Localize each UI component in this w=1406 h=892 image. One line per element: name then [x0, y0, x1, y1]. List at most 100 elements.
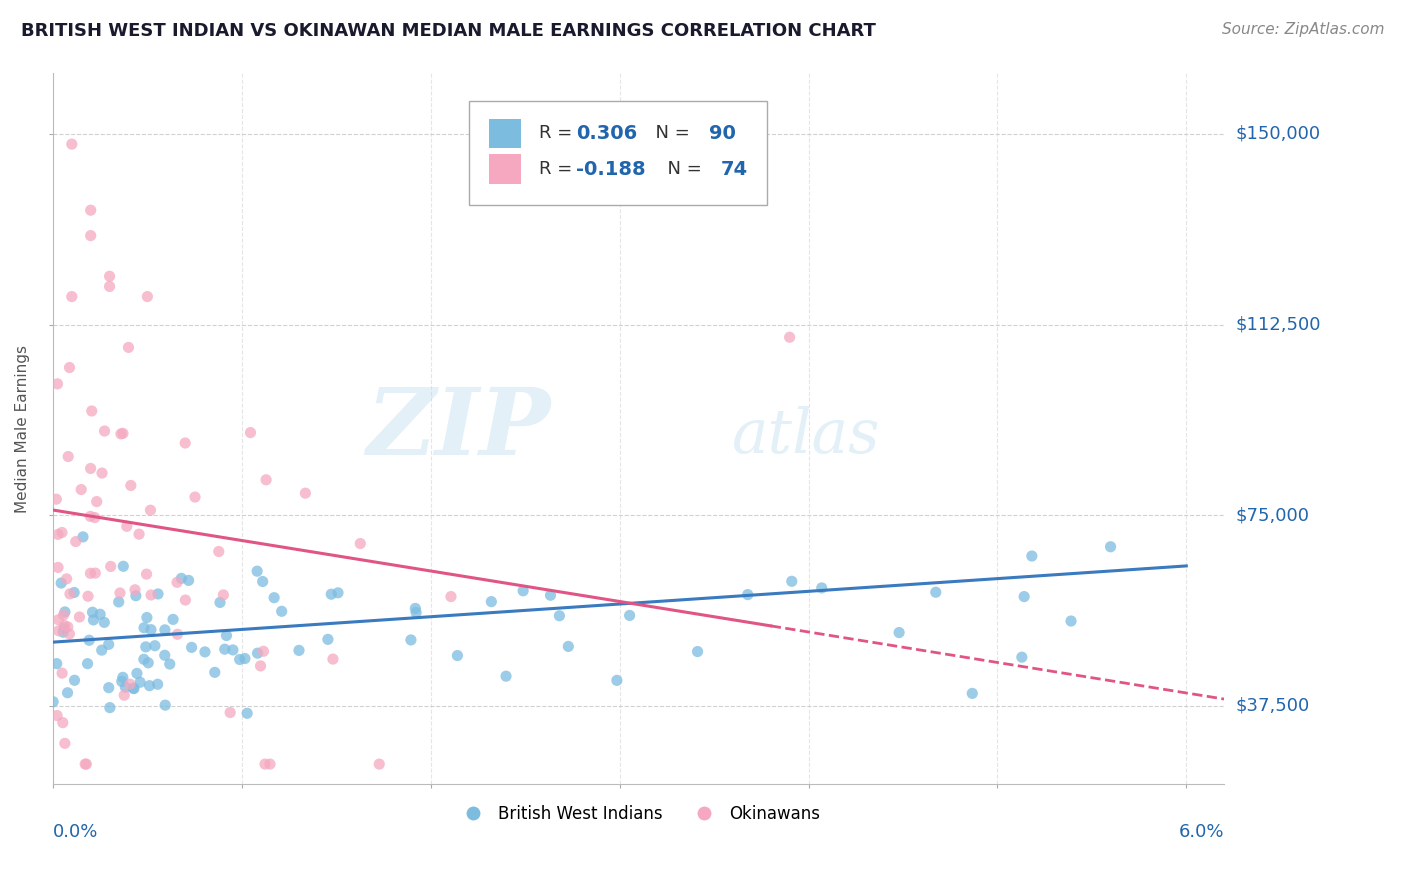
Point: [810, 581, 832, 595]
Point: [146, 587, 169, 601]
Point: [111, 426, 134, 441]
Point: [737, 588, 759, 602]
Point: [619, 608, 641, 623]
Point: [75, 757, 97, 772]
Point: [114, 680, 136, 694]
Point: [79, 509, 101, 524]
Point: [79, 461, 101, 475]
Point: [326, 586, 349, 600]
Point: [108, 586, 131, 600]
Point: [249, 659, 271, 673]
Point: [180, 640, 202, 655]
Point: [46, 708, 69, 723]
Point: [321, 587, 343, 601]
Point: [53, 621, 76, 635]
Text: atlas: atlas: [733, 406, 880, 466]
Point: [399, 632, 422, 647]
Point: [129, 675, 152, 690]
Point: [70, 483, 93, 497]
Point: [1021, 549, 1043, 563]
Point: [97, 637, 120, 651]
Point: [56, 686, 79, 700]
Point: [65, 534, 87, 549]
Point: [56, 450, 79, 464]
Point: [184, 490, 207, 504]
Point: [52, 607, 75, 622]
Point: [53, 736, 76, 750]
Point: [512, 583, 534, 598]
Point: [143, 639, 166, 653]
Point: [540, 588, 562, 602]
Point: [153, 648, 176, 663]
Point: [118, 677, 141, 691]
Point: [146, 677, 169, 691]
Point: [212, 588, 235, 602]
Point: [294, 486, 316, 500]
Point: [46, 527, 69, 541]
Text: 0.0%: 0.0%: [53, 823, 98, 841]
Point: [48, 613, 70, 627]
Point: [962, 686, 984, 700]
Point: [93, 424, 115, 438]
Point: [215, 628, 238, 642]
Point: [349, 536, 371, 550]
Point: [132, 652, 155, 666]
Point: [1012, 590, 1035, 604]
Point: [51, 576, 73, 591]
Point: [233, 651, 256, 665]
Point: [780, 574, 803, 589]
Point: [115, 519, 138, 533]
Point: [214, 642, 236, 657]
Point: [686, 644, 709, 658]
Point: [259, 757, 281, 772]
Point: [48, 624, 70, 638]
Point: [132, 621, 155, 635]
Point: [166, 627, 188, 641]
Point: [45, 657, 67, 671]
Point: [252, 644, 274, 658]
Point: [270, 604, 292, 618]
Point: [135, 567, 157, 582]
Point: [219, 706, 242, 720]
Point: [177, 574, 200, 588]
Point: [159, 657, 181, 671]
Point: [98, 700, 121, 714]
Text: 74: 74: [720, 160, 748, 178]
Point: [170, 571, 193, 585]
Legend: British West Indians, Okinawans: British West Indians, Okinawans: [450, 798, 827, 830]
Point: [925, 585, 948, 599]
Text: R =: R =: [538, 125, 578, 143]
Point: [69, 610, 91, 624]
Point: [111, 670, 134, 684]
Point: [46, 560, 69, 574]
Point: [136, 289, 159, 303]
Point: [1099, 540, 1122, 554]
Point: [51, 666, 73, 681]
Point: [246, 646, 269, 660]
Point: [110, 426, 132, 441]
Point: [1060, 614, 1083, 628]
Point: [368, 757, 391, 772]
Point: [80, 203, 103, 218]
Point: [204, 665, 226, 680]
Point: [174, 593, 197, 607]
Point: [82, 605, 104, 619]
Point: [139, 588, 162, 602]
Point: [112, 688, 135, 702]
Point: [77, 633, 100, 648]
Point: [153, 623, 176, 637]
Point: [174, 436, 197, 450]
Point: [166, 575, 188, 590]
Point: [124, 582, 146, 597]
Point: [76, 657, 98, 671]
Point: [138, 679, 160, 693]
Text: 0.306: 0.306: [576, 124, 638, 143]
Point: [89, 607, 111, 622]
Point: [194, 645, 217, 659]
Point: [51, 525, 73, 540]
Point: [60, 289, 83, 303]
Text: $75,000: $75,000: [1236, 506, 1309, 524]
Point: [75, 757, 97, 772]
Point: [83, 510, 105, 524]
Point: [90, 643, 112, 657]
